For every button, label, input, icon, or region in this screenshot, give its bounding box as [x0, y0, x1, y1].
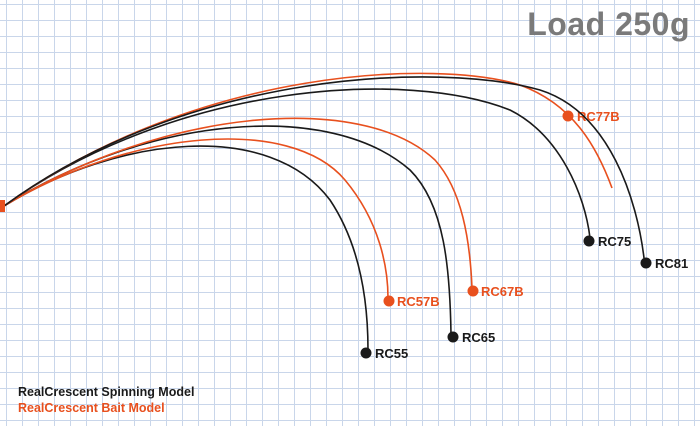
label-rc75: RC75 — [598, 234, 631, 249]
label-rc55: RC55 — [375, 346, 408, 361]
tip-rc81 — [640, 257, 652, 269]
load-title: Load 250g — [527, 6, 690, 42]
tip-rc65 — [447, 331, 459, 343]
tip-rc67b — [467, 285, 479, 297]
tip-rc57b — [383, 295, 395, 307]
tip-rc55 — [360, 347, 372, 359]
label-rc67b: RC67B — [481, 284, 524, 299]
tip-rc75 — [583, 235, 595, 247]
legend-bait: RealCrescent Bait Model — [18, 401, 165, 415]
label-rc65: RC65 — [462, 330, 495, 345]
tip-rc77b — [562, 110, 574, 122]
curve-rc67b — [3, 117, 473, 289]
label-rc57b: RC57B — [397, 294, 440, 309]
legend-spinning: RealCrescent Spinning Model — [18, 385, 195, 399]
curve-rc57b — [3, 138, 389, 299]
label-rc81: RC81 — [655, 256, 688, 271]
rod-butt — [0, 200, 5, 212]
curve-rc75 — [3, 88, 591, 239]
curve-rc81 — [3, 76, 645, 259]
